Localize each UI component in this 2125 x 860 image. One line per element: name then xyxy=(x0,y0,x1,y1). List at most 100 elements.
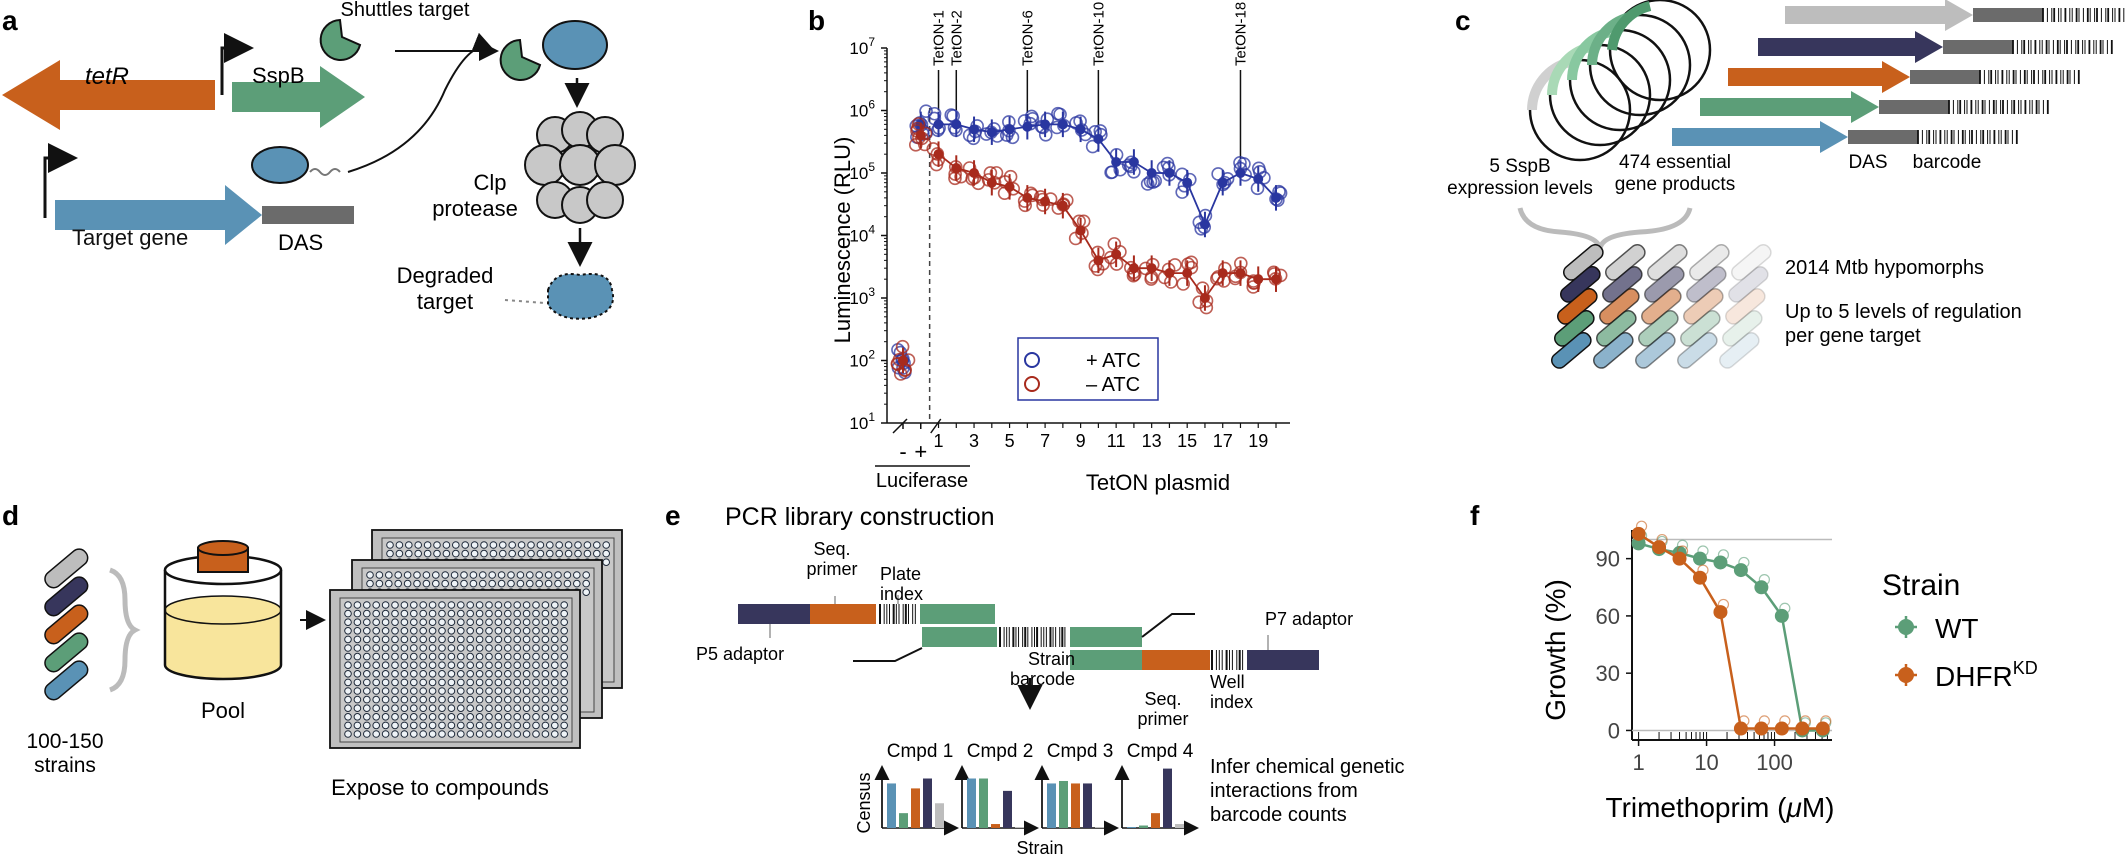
das-label: DAS xyxy=(278,230,323,255)
target-gene-label: Target gene xyxy=(72,225,188,250)
f-data-point xyxy=(1692,570,1707,585)
b-ytick-label: 103 xyxy=(849,285,875,308)
seq-primer-label-2: Seq. primer xyxy=(1137,689,1188,729)
cmpd-label: Cmpd 4 xyxy=(1127,741,1194,762)
census-bar xyxy=(979,778,988,828)
census-bar xyxy=(899,813,908,828)
f-ylabel: Growth (%) xyxy=(1540,579,1571,721)
hypomorph-cell xyxy=(1676,331,1718,369)
green-block-mid-left xyxy=(922,627,997,647)
f-data-point xyxy=(1754,580,1769,595)
b-xtick-label: 19 xyxy=(1248,431,1268,451)
b-data-point xyxy=(919,104,933,118)
b-legend-plus: + ATC xyxy=(1086,350,1141,372)
tagged-protein-icon xyxy=(251,146,309,184)
green-block-top xyxy=(920,604,995,624)
f-data-point xyxy=(1652,540,1667,555)
hypomorph-cell xyxy=(1727,265,1769,303)
census-bar xyxy=(1071,783,1080,828)
census-bar xyxy=(935,803,944,828)
mid-right-line xyxy=(1141,613,1195,638)
plasmid-stack-icon xyxy=(1527,0,1712,162)
strains-label: 100-150 strains xyxy=(26,730,103,777)
f-ytick-label: 0 xyxy=(1608,718,1620,743)
f-xlabel: Trimethoprim (μM) xyxy=(1606,792,1835,823)
c-das-block xyxy=(1973,8,2043,22)
c-das-block xyxy=(1879,100,1949,114)
f-legend-dhfr-marker xyxy=(1898,667,1914,683)
p5-block xyxy=(738,604,810,624)
panel-b: b Luminescence (RLU) 101 102 103 104 105 106 1… xyxy=(808,2,1290,495)
c-gene-arrow xyxy=(1672,121,1848,153)
clp-protease-icon xyxy=(524,111,636,224)
panel-f: f Growth (%) 0 30 60 90 1 10 100 Trimethoprim … xyxy=(1470,500,2038,823)
strain-axis-label: Strain xyxy=(1016,838,1063,858)
panel-letter-e: e xyxy=(665,500,681,531)
f-ytick-label: 90 xyxy=(1596,547,1620,572)
census-bar xyxy=(1059,780,1068,828)
das-tag xyxy=(262,206,354,224)
b-xtick-label: 13 xyxy=(1142,431,1162,451)
census-bar xyxy=(1175,824,1184,828)
f-series-line xyxy=(1638,542,1823,732)
essential-label: 474 essential gene products xyxy=(1615,152,1735,195)
census-label: Census xyxy=(854,772,874,833)
b-ytick-label: 105 xyxy=(849,160,875,183)
b-ytick-label: 104 xyxy=(849,223,875,246)
b-mean-point xyxy=(898,355,908,366)
degraded-label: Degraded target xyxy=(397,263,494,314)
b-legend-minus: – ATC xyxy=(1086,374,1140,396)
b-xtick-label: 9 xyxy=(1076,431,1086,451)
c-das-label: DAS xyxy=(1848,152,1887,173)
f-legend-title: Strain xyxy=(1882,569,1960,602)
seq-primer-label: Seq. primer xyxy=(806,539,857,579)
f-data-point xyxy=(1713,605,1728,620)
f-data-point xyxy=(1733,563,1748,578)
b-mean-point xyxy=(915,130,926,141)
das-tail-icon xyxy=(309,168,341,176)
b-xtick-label: 5 xyxy=(1005,431,1015,451)
census-bar xyxy=(967,778,976,828)
expose-label: Expose to compounds xyxy=(331,775,549,800)
b-annotation: TetON-2 xyxy=(948,10,965,66)
b-ytick-label: 107 xyxy=(849,35,875,58)
f-data-point xyxy=(1815,721,1830,736)
well-index-label: Well index xyxy=(1210,672,1253,712)
target-protein-icon xyxy=(542,20,608,70)
plate-index-label: Plate index xyxy=(880,564,923,604)
curve-arrow xyxy=(347,32,494,173)
d-brace-icon xyxy=(109,567,141,693)
census-bar xyxy=(887,783,896,828)
b-data-point xyxy=(1051,106,1065,121)
b-data-point xyxy=(1068,231,1083,246)
degraded-tail xyxy=(504,299,546,304)
c-gene-arrow xyxy=(1700,91,1879,123)
strain-barcode-label: Strain barcode xyxy=(1010,649,1075,689)
f-ytick-label: 30 xyxy=(1596,661,1620,686)
f-data-point xyxy=(1631,526,1646,541)
census-bar xyxy=(1047,783,1056,828)
f-legend-dhfr: DHFRKD xyxy=(1935,658,2038,692)
b-legend-minus-marker xyxy=(1024,376,1040,392)
b-xtick-label: 7 xyxy=(1040,431,1050,451)
seq-primer-block xyxy=(810,604,876,624)
f-xtick-label: 10 xyxy=(1694,750,1718,775)
b-legend-plus-marker xyxy=(1024,352,1040,368)
strain-icon xyxy=(44,604,89,645)
b-ytick-label: 106 xyxy=(849,98,875,121)
b-xtick-label: 17 xyxy=(1213,431,1233,451)
strain-stack-icon xyxy=(44,548,89,701)
green-block-mid-right xyxy=(1070,627,1142,647)
hypomorph-cell xyxy=(1682,287,1724,325)
shuttles-label: Shuttles target xyxy=(341,0,470,21)
brace-icon xyxy=(1517,207,1693,251)
panel-letter-b: b xyxy=(808,5,825,36)
well-index-barcode xyxy=(1211,650,1244,670)
panel-letter-c: c xyxy=(1455,5,1471,36)
panel-e: e PCR library construction Seq. primer Pl… xyxy=(665,500,1405,858)
sspb-bound-icon xyxy=(499,38,542,81)
sspb-levels-label: 5 SspB expression levels xyxy=(1447,156,1593,199)
b-ytick-label: 101 xyxy=(849,410,875,433)
